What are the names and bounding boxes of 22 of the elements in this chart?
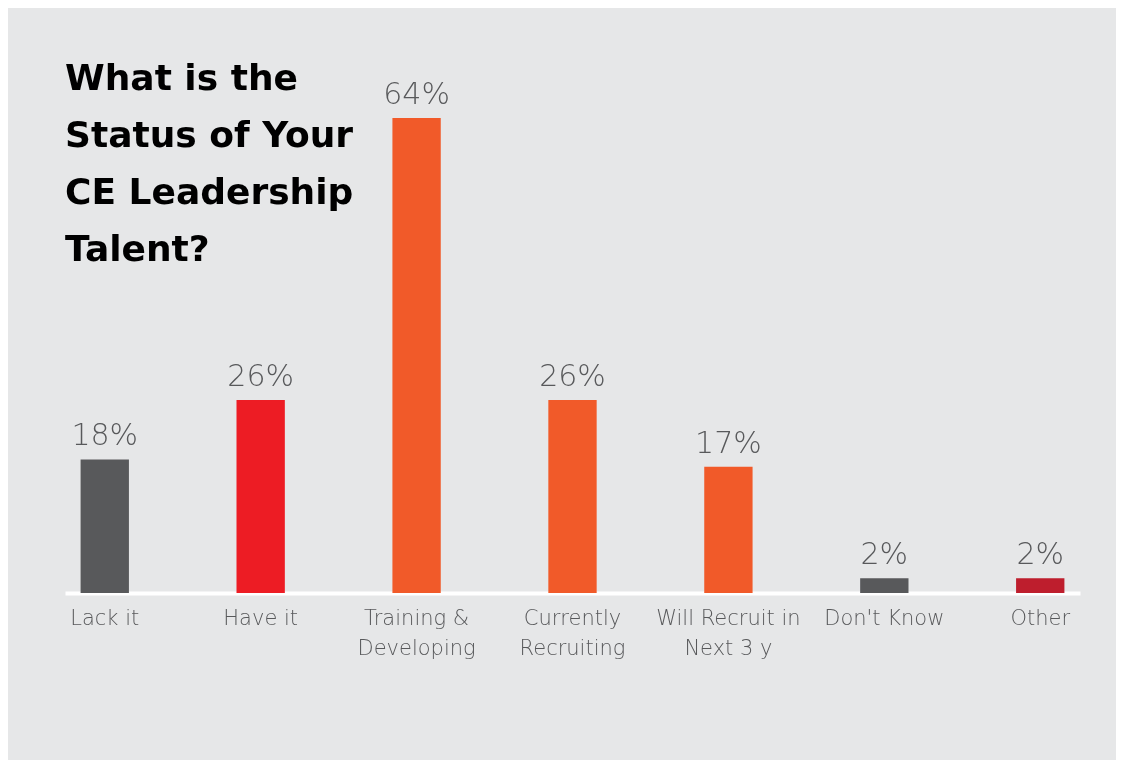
text: What is the Status of Your CE Leadership Talent? bbox=[65, 57, 354, 269]
data-label: 26% bbox=[539, 358, 606, 394]
bar bbox=[80, 459, 129, 593]
x-tick-label: Currently Recruiting bbox=[519, 605, 626, 660]
bar bbox=[1016, 578, 1065, 593]
bar bbox=[704, 466, 753, 593]
x-tick-label: Don't Know bbox=[824, 605, 945, 630]
bar bbox=[860, 578, 909, 593]
bar bbox=[236, 400, 285, 593]
data-label: 2% bbox=[1016, 536, 1065, 572]
x-tick-label: Have it bbox=[223, 605, 299, 630]
x-tick-label: Training & Developing bbox=[357, 605, 476, 660]
data-label: 18% bbox=[71, 417, 139, 453]
x-tick-label: Will Recruit in Next 3 y bbox=[656, 605, 801, 660]
data-label: 26% bbox=[227, 358, 295, 394]
data-label: 64% bbox=[383, 76, 450, 111]
x-tick-label: Lack it bbox=[70, 605, 140, 630]
x-tick-label: Other bbox=[1010, 605, 1071, 630]
bar bbox=[548, 400, 597, 593]
data-label: 17% bbox=[695, 424, 762, 460]
bar bbox=[392, 118, 441, 593]
data-label: 2% bbox=[860, 536, 909, 572]
